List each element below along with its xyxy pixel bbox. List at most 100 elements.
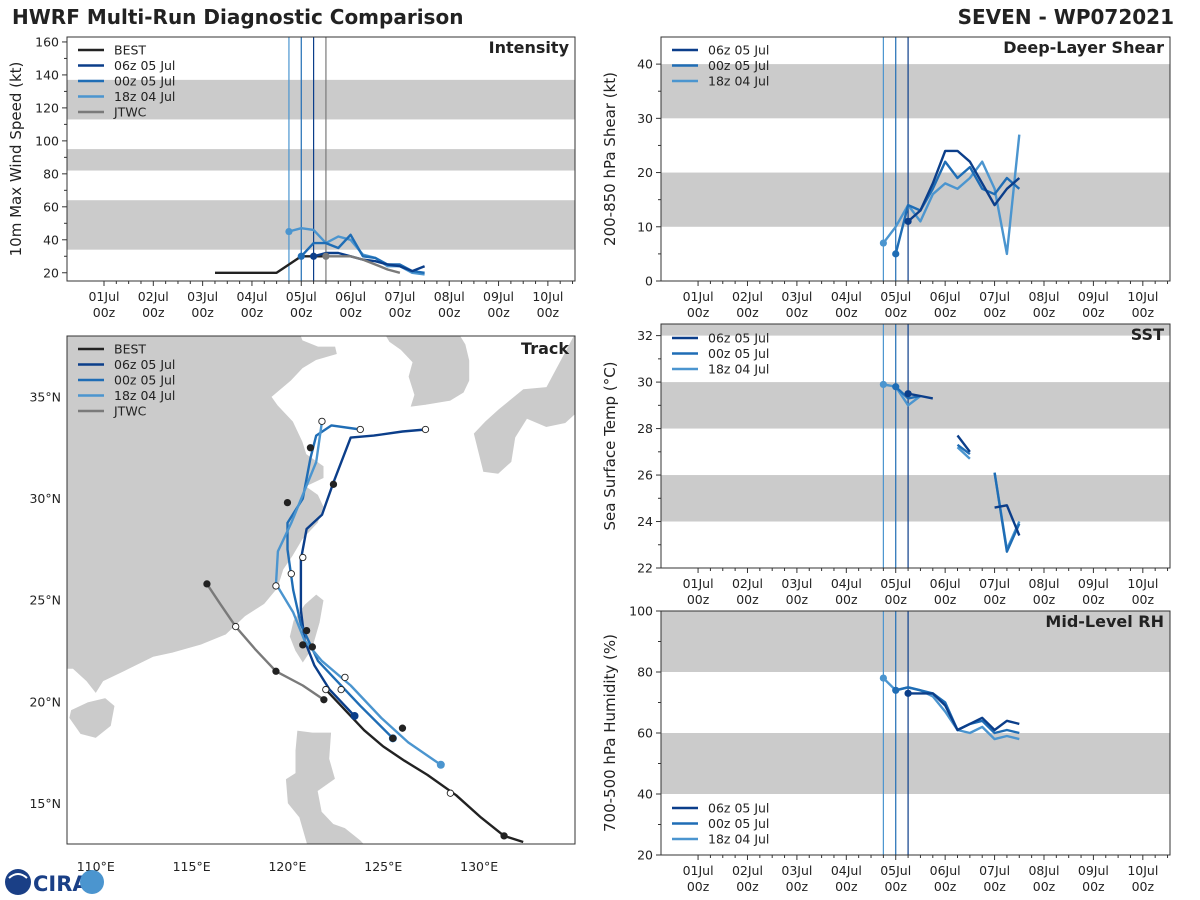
track-00z-05-jul bbox=[286, 424, 394, 740]
y-tick-label: 20 bbox=[637, 165, 653, 180]
legend-label-best: BEST bbox=[114, 342, 146, 357]
shear-panel: 01020304001Jul00z02Jul00z03Jul00z04Jul00… bbox=[601, 36, 1171, 320]
legend-label-jtwc: JTWC bbox=[113, 105, 147, 120]
x-tick-label: 07Jul bbox=[384, 289, 415, 304]
x-tick-label: 00z bbox=[835, 879, 858, 894]
x-tick-label: 09Jul bbox=[483, 289, 514, 304]
x-tick-label: 05Jul bbox=[880, 863, 911, 878]
x-tick-label: 00z bbox=[339, 305, 362, 320]
y-tick-label: 140 bbox=[35, 67, 59, 82]
x-tick-label: 10Jul bbox=[1127, 576, 1158, 591]
x-tick-label: 06Jul bbox=[335, 289, 366, 304]
series-00z-05-jul-seg1 bbox=[956, 443, 971, 456]
track-point-18z-04-jul bbox=[318, 417, 326, 425]
x-tick-label: 00z bbox=[983, 305, 1006, 320]
y-tick-label: 30 bbox=[637, 375, 653, 390]
legend-label-06z-05-jul: 06z 05 Jul bbox=[708, 331, 769, 346]
init-marker-jtwc bbox=[322, 252, 330, 260]
x-tick-label: 08Jul bbox=[434, 289, 465, 304]
islet bbox=[267, 843, 281, 844]
lon-label: 125°E bbox=[364, 859, 402, 874]
series-18z-04-jul-seg1 bbox=[956, 446, 971, 460]
legend-label-00z-05-jul: 00z 05 Jul bbox=[114, 74, 175, 89]
series-jtwc bbox=[325, 255, 401, 274]
y-axis-label: 10m Max Wind Speed (kt) bbox=[7, 62, 25, 257]
lat-label: 35°N bbox=[29, 389, 61, 404]
x-tick-label: 04Jul bbox=[236, 289, 267, 304]
band-1 bbox=[661, 382, 1170, 429]
track-map-panel: 110°E 115°E 120°E 125°E 130°E 15°N 20°N 25°N 30°… bbox=[29, 335, 576, 874]
map-frame bbox=[66, 335, 576, 845]
x-tick-label: 00z bbox=[1132, 305, 1155, 320]
band-1 bbox=[661, 611, 1170, 672]
x-tick-label: 02Jul bbox=[138, 289, 169, 304]
x-tick-label: 06Jul bbox=[930, 863, 961, 878]
panel-title: Intensity bbox=[489, 38, 570, 57]
track-point-best bbox=[322, 685, 330, 694]
x-tick-label: 09Jul bbox=[1078, 863, 1109, 878]
y-tick-label: 32 bbox=[637, 328, 653, 343]
band-0 bbox=[661, 475, 1170, 522]
x-tick-label: 05Jul bbox=[880, 576, 911, 591]
lat-label: 25°N bbox=[29, 593, 61, 608]
axes-frame bbox=[66, 36, 576, 282]
x-tick-label: 02Jul bbox=[732, 576, 763, 591]
y-tick-label: 40 bbox=[43, 232, 59, 247]
series-06z-05-jul bbox=[908, 692, 1020, 732]
x-tick-label: 00z bbox=[537, 305, 560, 320]
japan bbox=[472, 336, 575, 475]
y-tick-label: 80 bbox=[637, 665, 653, 680]
main-title: HWRF Multi-Run Diagnostic Comparison bbox=[12, 5, 463, 29]
x-tick-label: 03Jul bbox=[187, 289, 218, 304]
band-2 bbox=[661, 324, 1170, 336]
x-tick-label: 03Jul bbox=[781, 289, 812, 304]
init-marker-00z-05-jul bbox=[297, 252, 305, 260]
x-tick-label: 00z bbox=[1132, 879, 1155, 894]
luzon bbox=[285, 729, 365, 844]
track-point-18z-04-jul bbox=[389, 734, 397, 742]
track-point-18z-04-jul bbox=[436, 760, 445, 769]
legend-label-18z-04-jul: 18z 04 Jul bbox=[708, 832, 769, 847]
x-tick-label: 06Jul bbox=[930, 576, 961, 591]
y-axis-label: 200-850 hPa Shear (kt) bbox=[601, 72, 619, 246]
x-tick-label: 07Jul bbox=[979, 863, 1010, 878]
x-tick-label: 04Jul bbox=[831, 289, 862, 304]
series-06z-05-jul-seg1 bbox=[956, 434, 971, 453]
hainan bbox=[68, 697, 116, 739]
init-marker-18z-04-jul bbox=[879, 380, 887, 389]
legend-label-jtwc: JTWC bbox=[113, 404, 147, 419]
x-tick-label: 00z bbox=[438, 305, 461, 320]
legend-label-best: BEST bbox=[114, 43, 146, 58]
x-tick-label: 10Jul bbox=[1127, 863, 1158, 878]
x-tick-label: 00z bbox=[93, 305, 116, 320]
y-tick-label: 60 bbox=[637, 726, 653, 741]
lat-label: 30°N bbox=[29, 491, 61, 506]
x-tick-label: 01Jul bbox=[683, 863, 714, 878]
y-tick-label: 26 bbox=[637, 468, 653, 483]
init-marker-18z-04-jul bbox=[285, 227, 293, 236]
series-00z-05-jul bbox=[894, 160, 1021, 255]
track-point-best bbox=[446, 789, 455, 797]
band-0 bbox=[67, 200, 575, 250]
x-tick-label: 09Jul bbox=[1078, 576, 1109, 591]
track-point-00z-05-jul bbox=[337, 685, 345, 694]
y-tick-label: 24 bbox=[637, 514, 653, 529]
x-tick-label: 00z bbox=[983, 879, 1006, 894]
storm-id: SEVEN - WP072021 bbox=[958, 5, 1174, 29]
intensity-panel: 2040608010012014016001Jul00z02Jul00z03Ju… bbox=[7, 34, 576, 320]
x-tick-label: 00z bbox=[934, 305, 957, 320]
track-point-18z-04-jul bbox=[341, 673, 349, 682]
track-point-00z-05-jul bbox=[356, 425, 364, 434]
y-tick-label: 120 bbox=[35, 100, 59, 115]
init-marker-00z-05-jul bbox=[892, 686, 900, 694]
x-tick-label: 00z bbox=[290, 305, 313, 320]
x-tick-label: 09Jul bbox=[1078, 289, 1109, 304]
x-tick-label: 08Jul bbox=[1028, 289, 1059, 304]
korea bbox=[385, 336, 471, 408]
y-tick-label: 20 bbox=[43, 265, 59, 280]
init-marker-06z-05-jul bbox=[904, 217, 912, 225]
panel-title: Mid-Level RH bbox=[1045, 612, 1164, 631]
lon-label: 120°E bbox=[268, 859, 306, 874]
y-tick-label: 100 bbox=[629, 604, 653, 619]
